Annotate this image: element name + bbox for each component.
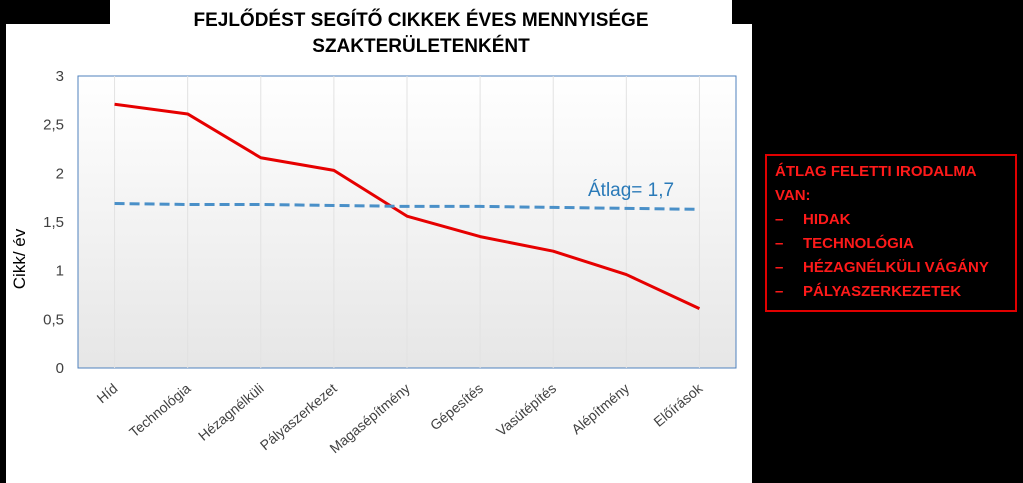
x-tick-label: Előírások [650, 379, 706, 429]
y-tick-label: 1,5 [43, 214, 64, 231]
title-background [110, 0, 732, 28]
note-heading: ÁTLAG FELETTI IRODALMA VAN: [775, 163, 977, 204]
y-tick-label: 0,5 [43, 311, 64, 328]
x-tick-label: Vasútépítés [493, 380, 559, 439]
grid-lines [114, 76, 700, 368]
bullet-dash: – [775, 283, 784, 300]
y-tick-label: 3 [56, 68, 64, 85]
x-tick-label: Híd [94, 380, 121, 406]
note-item: – HIDAK [775, 208, 1007, 232]
note-item: – PÁLYASZERKEZETEK [775, 280, 1007, 304]
note-box: ÁTLAG FELETTI IRODALMA VAN: – HIDAK – TECHN… [765, 154, 1017, 312]
y-tick-labels: 0 0,5 1 1,5 2 2,5 3 [43, 68, 64, 377]
note-list: – HIDAK – TECHNOLÓGIA – HÉZAGNÉLKÜLI VÁGÁNY – P… [775, 208, 1007, 304]
note-item-text: TECHNOLÓGIA [803, 235, 914, 252]
y-axis-title-text: Cikk/ év [10, 228, 29, 290]
data-line [114, 102, 701, 310]
note-item-text: HÉZAGNÉLKÜLI VÁGÁNY [803, 259, 989, 276]
bullet-dash: – [775, 259, 784, 276]
y-tick-label: 2 [56, 165, 64, 182]
average-annotation: Átlag= 1,7 [588, 180, 674, 201]
y-axis-title: Cikk/ év [6, 229, 34, 289]
x-tick-label: Gépesítés [427, 380, 486, 433]
bullet-dash: – [775, 235, 784, 252]
chart-title: FEJLŐDÉST SEGÍTŐ CIKKEK ÉVES MENNYISÉGE … [193, 10, 649, 57]
note-item-text: HIDAK [803, 211, 851, 228]
x-tick-label: Technológia [126, 380, 194, 440]
y-tick-label: 2,5 [43, 117, 64, 134]
x-tick-labels: Híd Technológia HézagnélküliPályaszerkezet… [94, 379, 707, 456]
x-tick-label: Alépítmény [568, 380, 632, 437]
note-item-text: PÁLYASZERKEZETEK [803, 283, 962, 300]
x-tick-label: Hézagnélküli [195, 380, 267, 444]
note-item: – HÉZAGNÉLKÜLI VÁGÁNY [775, 256, 1007, 280]
average-line [114, 202, 700, 211]
series-lines [114, 102, 701, 310]
note-item: – TECHNOLÓGIA [775, 232, 1007, 256]
bullet-dash: – [775, 211, 784, 228]
y-tick-label: 0 [56, 360, 64, 377]
x-tick-label: Magasépítmény [326, 380, 413, 456]
y-tick-label: 1 [56, 263, 64, 280]
